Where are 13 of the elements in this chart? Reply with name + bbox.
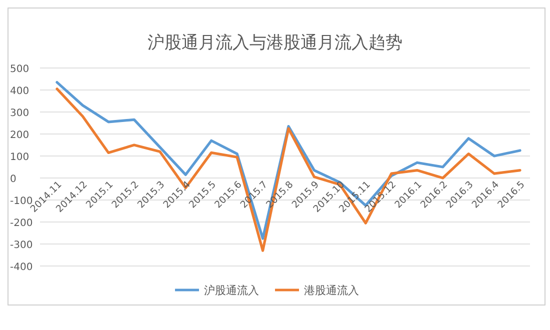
y-tick-label: -200 xyxy=(10,218,33,229)
y-tick-label: 500 xyxy=(10,64,30,75)
legend-label: 沪股通流入 xyxy=(204,284,259,297)
y-tick-label: 0 xyxy=(10,174,16,185)
y-tick-label: -400 xyxy=(10,262,33,273)
y-tick-label: 200 xyxy=(10,130,30,141)
y-tick-label: -100 xyxy=(10,196,33,207)
legend-label: 港股通流入 xyxy=(304,284,359,297)
y-tick-label: 400 xyxy=(10,86,30,97)
y-tick-label: 100 xyxy=(10,152,30,163)
chart-title: 沪股通月流入与港股通月流入趋势 xyxy=(148,33,402,53)
y-tick-label: 300 xyxy=(10,108,30,119)
y-tick-label: -300 xyxy=(10,240,33,251)
